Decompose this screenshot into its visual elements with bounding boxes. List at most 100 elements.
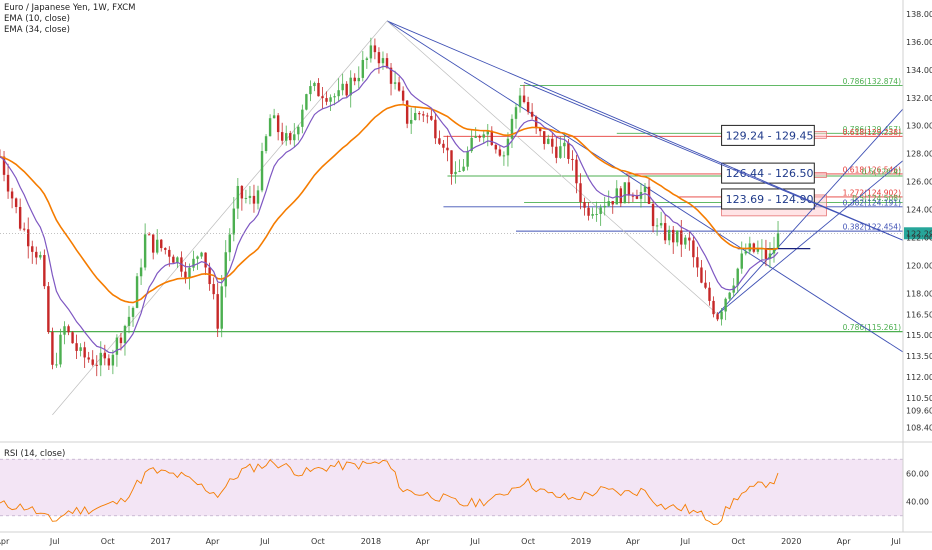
candle-body-75 [301, 109, 304, 127]
candle-body-107 [430, 115, 433, 120]
chart-title: Euro / Japanese Yen, 1W, FXCM [4, 3, 136, 13]
candle-body-59 [236, 185, 240, 209]
target-zone-label-2: 123.69 - 124.90 [726, 193, 814, 206]
candle-body-72 [289, 133, 292, 141]
target-zone-label-0: 129.24 - 129.45 [726, 129, 814, 142]
candle-body-167 [672, 229, 675, 243]
rsi-tick-0: 60.00 [906, 469, 929, 478]
candle-body-162 [651, 203, 655, 227]
candle-body-88 [353, 77, 356, 82]
price-tick-0: 138.000 [906, 10, 932, 19]
candle-body-164 [659, 223, 663, 226]
candle-body-92 [369, 45, 373, 59]
price-tick-2: 134.000 [906, 66, 932, 75]
candle-body-128 [514, 107, 518, 119]
candle-body-185 [744, 251, 747, 254]
legend-ema10: EMA (10, close) [4, 14, 70, 24]
trendline-5 [52, 20, 388, 416]
candle-body-181 [728, 292, 731, 299]
candle-body-146 [587, 207, 590, 216]
candle-body-9 [35, 251, 38, 258]
candle-body-180 [724, 298, 727, 312]
candle-body-30 [119, 337, 123, 344]
candle-body-60 [240, 185, 244, 199]
time-tick-15: 2020 [781, 537, 801, 546]
candle-body-90 [361, 59, 365, 78]
candle-body-53 [212, 284, 215, 295]
candle-body-13 [51, 331, 54, 365]
trendline-2 [523, 81, 904, 241]
candle-body-125 [502, 155, 506, 157]
candle-body-96 [385, 58, 389, 68]
candle-body-111 [446, 147, 449, 151]
candle-body-47 [188, 267, 191, 278]
candle-body-37 [147, 234, 151, 236]
candle-body-179 [720, 311, 723, 320]
candle-body-91 [365, 58, 369, 60]
candle-body-176 [708, 287, 711, 301]
candle-body-136 [547, 138, 550, 144]
candle-body-18 [71, 332, 74, 344]
candle-body-7 [27, 229, 30, 247]
price-tick-5: 128.000 [906, 150, 932, 159]
candle-body-151 [607, 201, 610, 206]
candle-body-173 [696, 257, 699, 268]
candle-body-100 [401, 90, 405, 101]
candle-body-147 [591, 214, 594, 216]
candle-body-57 [228, 234, 231, 253]
candle-body-52 [208, 267, 211, 285]
candle-body-89 [357, 77, 360, 82]
candle-body-40 [160, 239, 163, 249]
rsi-pane [0, 458, 903, 525]
candle-body-106 [426, 115, 429, 117]
candle-body-138 [555, 146, 558, 158]
candle-body-158 [635, 196, 639, 199]
candle-body-64 [256, 190, 260, 204]
candle-body-145 [583, 202, 586, 208]
candle-body-22 [87, 357, 90, 360]
target-zone-box-0 [721, 124, 815, 146]
candle-body-50 [200, 252, 203, 257]
candle-body-101 [405, 100, 409, 124]
candle-body-4 [14, 198, 18, 208]
candle-body-10 [39, 255, 42, 258]
price-tick-14: 112.000 [906, 373, 932, 382]
candle-body-76 [305, 94, 308, 110]
time-tick-7: 2018 [361, 537, 381, 546]
time-tick-9: Jul [469, 537, 480, 546]
candle-body-25 [99, 352, 102, 366]
candle-body-5 [18, 207, 22, 229]
time-tick-13: Jul [679, 537, 690, 546]
candle-body-17 [67, 326, 70, 333]
time-tick-11: 2019 [571, 537, 591, 546]
price-tick-7: 124.000 [906, 206, 932, 215]
time-tick-12: Apr [626, 537, 641, 546]
candle-body-46 [184, 271, 187, 278]
candle-body-95 [381, 58, 385, 64]
candle-body-149 [599, 207, 602, 214]
candle-body-148 [595, 213, 598, 215]
candle-body-62 [248, 195, 252, 198]
candle-body-1 [2, 156, 6, 175]
candle-body-51 [204, 252, 207, 268]
trendline-4 [717, 160, 904, 315]
fib-label-1: 0.786(129.457) [843, 125, 901, 134]
candle-body-174 [700, 267, 703, 283]
candle-body-8 [31, 246, 34, 252]
price-tick-6: 126.000 [906, 178, 932, 187]
candle-body-83 [333, 96, 336, 98]
candle-body-80 [321, 96, 324, 99]
candle-body-55 [220, 286, 223, 329]
candle-body-169 [680, 230, 683, 245]
candle-body-14 [55, 364, 58, 366]
candle-body-63 [252, 195, 256, 204]
last-price-label: 122.299 [906, 229, 932, 238]
price-tick-4: 130.000 [906, 122, 932, 131]
candle-body-126 [506, 138, 510, 156]
candle-body-66 [264, 136, 268, 152]
candle-body-157 [631, 195, 635, 197]
candle-body-48 [192, 258, 195, 268]
legend-ema34: EMA (34, close) [4, 25, 70, 35]
candle-body-86 [345, 83, 348, 96]
candle-body-119 [478, 136, 481, 138]
